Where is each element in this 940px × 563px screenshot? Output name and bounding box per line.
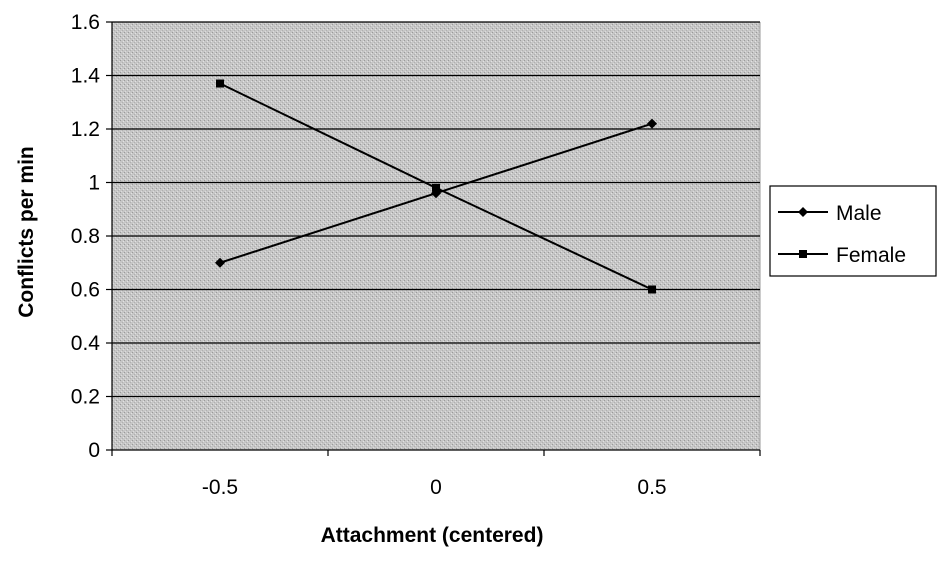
y-tick-label: 0.4 xyxy=(71,332,101,355)
series-lines xyxy=(215,79,657,294)
y-axis-title: Conflicts per min xyxy=(15,146,38,318)
data-point-male xyxy=(215,257,225,268)
y-tick-label: 0.2 xyxy=(71,386,100,409)
data-point-male xyxy=(647,118,657,129)
y-tick-label: 0.6 xyxy=(71,279,100,302)
y-tick-label: 1.4 xyxy=(71,65,101,88)
legend: Male Female xyxy=(769,185,937,277)
y-tick-label: 1.2 xyxy=(71,118,100,141)
y-tick-label: 0.8 xyxy=(71,225,100,248)
y-tick-label: 0 xyxy=(88,439,100,462)
x-tick-label: 0.5 xyxy=(637,476,666,499)
x-tick-label: -0.5 xyxy=(202,476,238,499)
data-point-female xyxy=(432,183,440,192)
legend-marker-male xyxy=(798,207,808,217)
legend-label-male: Male xyxy=(836,202,882,225)
gridlines xyxy=(112,21,760,398)
legend-label-female: Female xyxy=(836,244,906,267)
legend-marker-female xyxy=(799,250,807,258)
x-axis-title: Attachment (centered) xyxy=(321,524,544,547)
axes xyxy=(106,21,761,456)
data-point-female xyxy=(648,285,656,294)
x-tick-label: 0 xyxy=(430,476,442,499)
tick-labels: 0 0.2 0.4 0.6 0.8 1 1.2 1.4 1.6 -0.5 0 0.5 xyxy=(71,11,667,499)
y-tick-label: 1.6 xyxy=(71,11,100,34)
y-tick-label: 1 xyxy=(88,172,100,195)
legend-box xyxy=(769,185,937,277)
data-point-female xyxy=(216,79,224,88)
